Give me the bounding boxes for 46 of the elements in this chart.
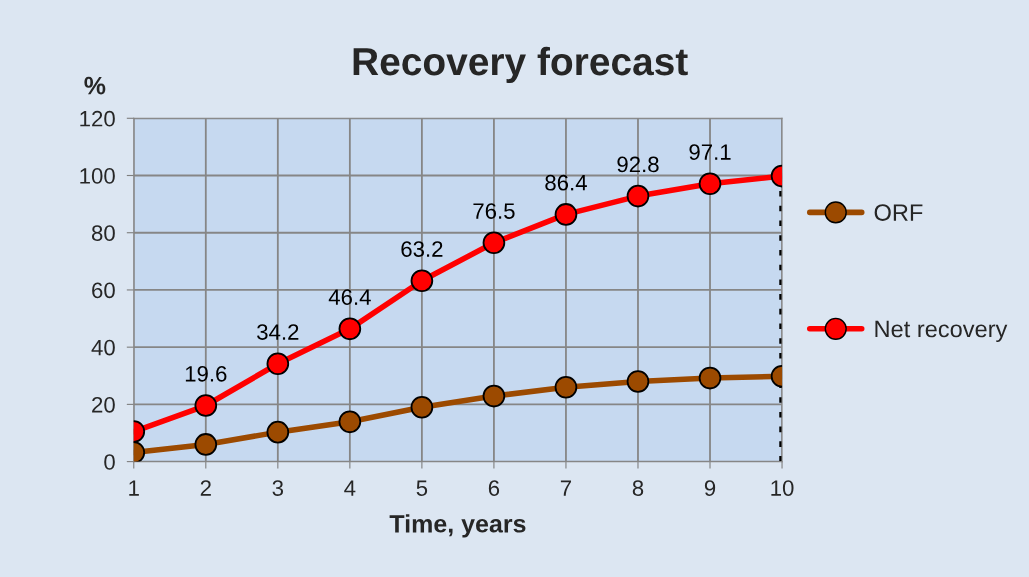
y-tick-label: 60	[92, 282, 115, 299]
point	[266, 352, 290, 376]
point	[194, 433, 218, 456]
data-label: 86.4	[545, 174, 587, 191]
data-label: 19.6	[185, 365, 227, 382]
y-axis-title: %	[84, 76, 106, 95]
point	[554, 203, 578, 226]
x-tick-label: 2	[200, 480, 211, 496]
x-axis-title: Time, years	[389, 514, 526, 538]
point	[410, 395, 434, 419]
data-label: 63.2	[401, 241, 443, 257]
data-label: 46.4	[328, 289, 371, 306]
legend-label: Net recovery	[875, 320, 1008, 343]
x-tick-label: 10	[771, 480, 794, 496]
x-tick-label: 6	[488, 480, 500, 496]
point	[482, 231, 506, 255]
chart-title: Recovery forecast	[353, 46, 688, 84]
y-tick-label: 0	[104, 454, 115, 470]
point	[266, 420, 290, 444]
x-tick-label: 7	[560, 480, 572, 496]
data-label: 76.5	[473, 203, 515, 219]
point	[482, 384, 506, 408]
point	[626, 184, 650, 208]
point	[410, 269, 434, 293]
x-tick-label: 5	[416, 480, 428, 496]
x-tick-label: 4	[344, 480, 356, 496]
x-tick-label: 9	[704, 480, 716, 496]
point	[698, 172, 722, 196]
y-tick-label: 20	[92, 396, 115, 413]
point	[338, 317, 362, 341]
point	[194, 394, 218, 417]
legend-label: ORF	[874, 204, 923, 221]
y-tick-label: 80	[91, 225, 115, 241]
x-tick-label: 8	[632, 480, 644, 496]
x-tick-label: 1	[129, 480, 139, 496]
point	[554, 375, 578, 399]
y-tick-label: 120	[80, 110, 115, 127]
y-tick-label: 100	[80, 168, 115, 184]
point	[698, 366, 722, 390]
data-label: 34.2	[257, 324, 299, 340]
data-label: 92.8	[617, 156, 659, 173]
data-label: 97.1	[689, 144, 731, 160]
x-tick-label: 3	[272, 480, 284, 496]
point	[338, 410, 362, 434]
point	[626, 370, 650, 393]
y-tick-label: 40	[91, 339, 115, 356]
